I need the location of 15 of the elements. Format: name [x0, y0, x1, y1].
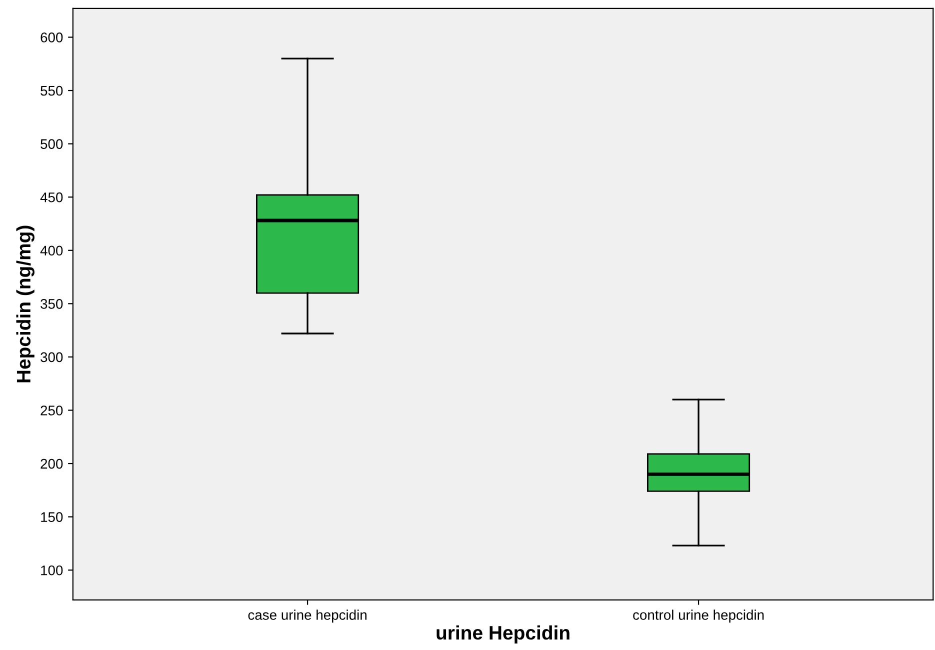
x-tick-label: case urine hepcidin [248, 610, 366, 623]
y-tick-label: 400 [40, 246, 63, 256]
y-axis-title: Hepcidin (ng/mg) [16, 226, 34, 382]
y-tick-label: 150 [41, 512, 63, 522]
y-tick-label: 500 [40, 139, 63, 149]
y-tick-label: 600 [40, 32, 63, 42]
y-tick-label: 450 [40, 192, 63, 202]
y-tick-label: 550 [40, 86, 63, 96]
y-tick-label: 350 [40, 299, 63, 309]
y-tick-label: 200 [40, 458, 63, 469]
x-tick-label: control urine hepcidin [633, 610, 764, 623]
y-tick-label: 250 [40, 406, 63, 416]
x-axis-title: urine Hepcidin [436, 625, 570, 644]
y-tick-label: 100 [41, 565, 63, 576]
y-tick-label: 300 [40, 352, 63, 362]
